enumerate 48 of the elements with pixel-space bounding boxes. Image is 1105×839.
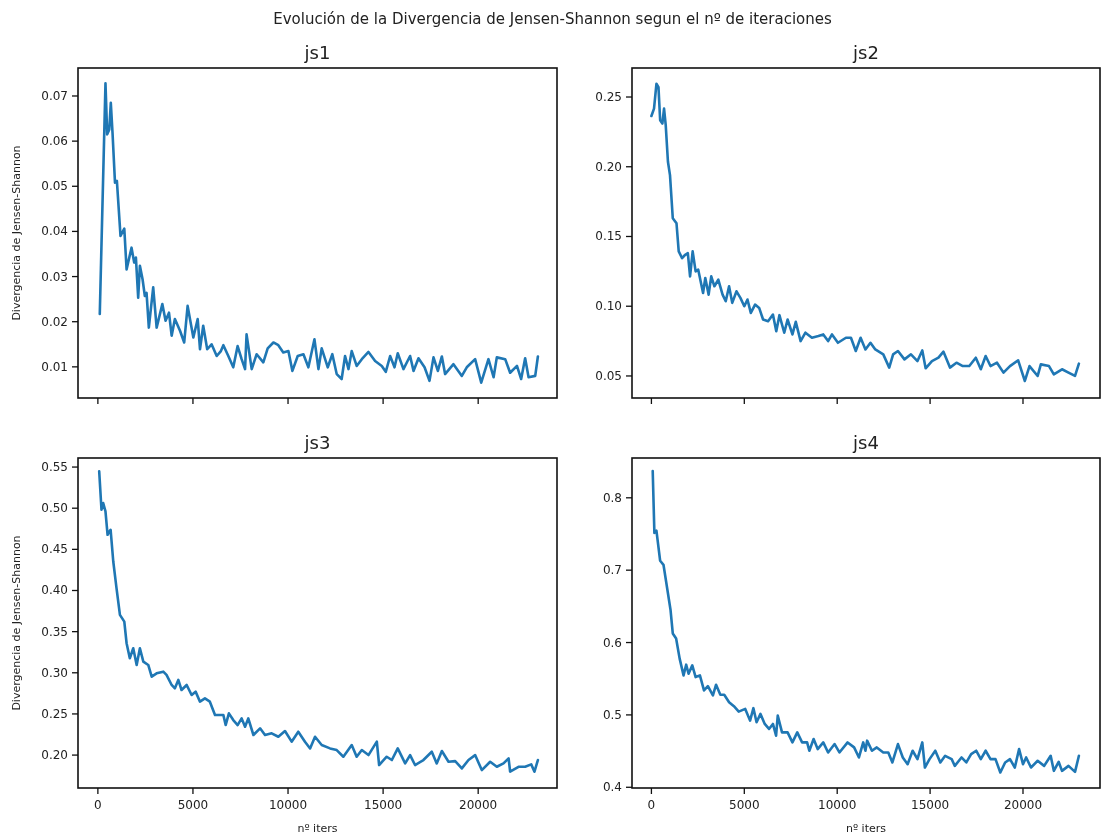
- y-tick-label: 0.35: [41, 624, 68, 639]
- line-series: [650, 82, 1081, 383]
- chart-title: js3: [303, 432, 331, 453]
- x-axis-title: nº iters: [845, 822, 887, 835]
- x-tick-label: 0: [94, 798, 102, 812]
- y-tick-label: 0.55: [41, 460, 68, 475]
- y-tick-label: 0.40: [41, 583, 68, 598]
- y-tick-label: 0.25: [595, 90, 622, 105]
- chart-title: js4: [852, 432, 879, 453]
- line-series: [651, 469, 1081, 774]
- y-tick-label: 0.8: [602, 490, 622, 505]
- y-tick-label: 0.02: [41, 314, 68, 329]
- text: Evolución de la Divergencia de Jensen-Shannon segun el nº de iteraciones: [273, 10, 832, 28]
- y-tick-label: 0.5: [602, 707, 622, 722]
- y-tick-label: 0.05: [595, 368, 622, 383]
- y-tick-label: 0.15: [595, 229, 622, 244]
- y-tick-label: 0.05: [41, 179, 68, 194]
- y-tick-label: 0.20: [41, 748, 68, 763]
- y-tick-label: 0.20: [595, 159, 622, 174]
- x-tick-label: 15000: [364, 798, 403, 812]
- x-tick-label: 10000: [818, 798, 857, 812]
- chart-title: js2: [852, 42, 879, 63]
- y-tick-label: 0.50: [41, 501, 68, 516]
- x-tick-label: 10000: [268, 798, 308, 812]
- line-series: [98, 82, 540, 384]
- x-tick-label: 20000: [459, 798, 498, 812]
- x-tick-label: 15000: [911, 798, 950, 812]
- x-tick-label: 5000: [177, 798, 209, 812]
- x-tick-label: 5000: [729, 798, 760, 812]
- line-series: [97, 470, 540, 774]
- y-tick-label: 0.6: [602, 635, 622, 650]
- y-tick-label: 0.07: [41, 88, 68, 103]
- y-tick-label: 0.10: [595, 299, 622, 314]
- x-tick-label: 0: [647, 798, 656, 812]
- y-tick-label: 0.01: [41, 359, 68, 374]
- y-tick-label: 0.45: [41, 542, 68, 557]
- y-axis-title: Divergencia de Jensen-Shannon: [10, 535, 23, 711]
- chart-title: js1: [303, 42, 331, 63]
- x-axis-title: nº iters: [297, 822, 338, 835]
- y-tick-label: 0.4: [602, 780, 622, 795]
- y-tick-label: 0.7: [602, 563, 622, 578]
- y-tick-label: 0.03: [41, 269, 68, 284]
- y-tick-label: 0.30: [41, 665, 68, 680]
- x-tick-label: 20000: [1003, 798, 1043, 812]
- y-tick-label: 0.06: [41, 134, 68, 149]
- y-axis-title: Divergencia de Jensen-Shannon: [10, 145, 23, 321]
- y-tick-label: 0.25: [41, 706, 68, 721]
- y-tick-label: 0.04: [41, 224, 68, 239]
